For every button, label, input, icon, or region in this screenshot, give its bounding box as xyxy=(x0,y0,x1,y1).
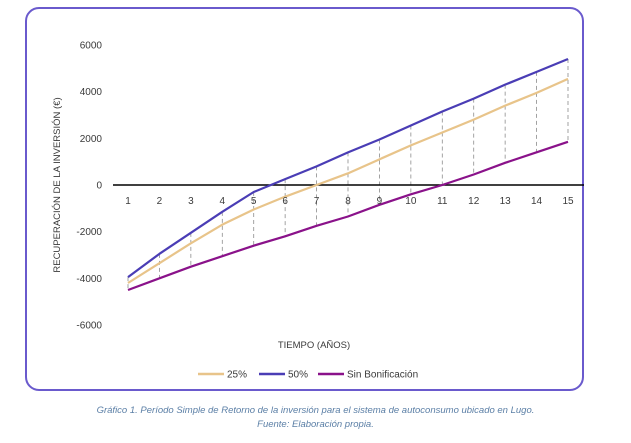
x-tick-label: 3 xyxy=(188,196,194,207)
x-tick-label: 9 xyxy=(377,196,383,207)
vertical-dash-lines xyxy=(127,59,569,290)
figure-caption: Gráfico 1. Período Simple de Retorno de … xyxy=(96,405,535,416)
x-tick-label: 13 xyxy=(500,196,512,207)
legend-label-0: 25% xyxy=(227,370,247,381)
x-tick-label: 7 xyxy=(314,196,320,207)
y-tick-label: 4000 xyxy=(80,87,103,98)
x-tick-label: 12 xyxy=(468,196,480,207)
x-tick-label: 4 xyxy=(220,196,226,207)
x-tick-label: 1 xyxy=(125,196,131,207)
figure-source: Fuente: Elaboración propia. xyxy=(257,419,374,430)
x-tick-label: 10 xyxy=(405,196,417,207)
y-tick-label: 6000 xyxy=(80,41,103,52)
series-line-0 xyxy=(127,77,569,284)
x-axis-title: TIEMPO (AÑOS) xyxy=(278,340,350,351)
series-lines xyxy=(127,57,569,292)
y-tick-labels: -6000 -4000 -2000 0 2000 4000 6000 xyxy=(76,41,102,332)
legend-label-1: 50% xyxy=(288,370,308,381)
x-tick-label: 11 xyxy=(437,196,448,207)
chart-frame xyxy=(25,7,584,391)
x-tick-label: 6 xyxy=(282,196,288,207)
y-tick-label: -4000 xyxy=(76,274,102,285)
y-tick-label: -6000 xyxy=(76,321,102,332)
series-line-1 xyxy=(127,57,569,279)
x-tick-label: 8 xyxy=(345,196,351,207)
legend: 25% 50% Sin Bonificación xyxy=(198,370,418,381)
x-tick-labels: 1 2 3 4 5 6 7 8 9 10 11 12 13 14 15 xyxy=(125,196,574,207)
x-tick-label: 2 xyxy=(157,196,163,207)
x-tick-label: 15 xyxy=(562,196,574,207)
x-tick-label: 5 xyxy=(251,196,257,207)
y-tick-label: -2000 xyxy=(76,227,102,238)
y-tick-label: 2000 xyxy=(80,134,103,145)
x-tick-label: 14 xyxy=(531,196,543,207)
y-tick-label: 0 xyxy=(96,181,102,192)
y-axis-title: RECUPERACIÓN DE LA INVERSIÓN (€) xyxy=(52,97,63,272)
series-line-2 xyxy=(127,140,569,292)
legend-label-2: Sin Bonificación xyxy=(347,370,418,381)
